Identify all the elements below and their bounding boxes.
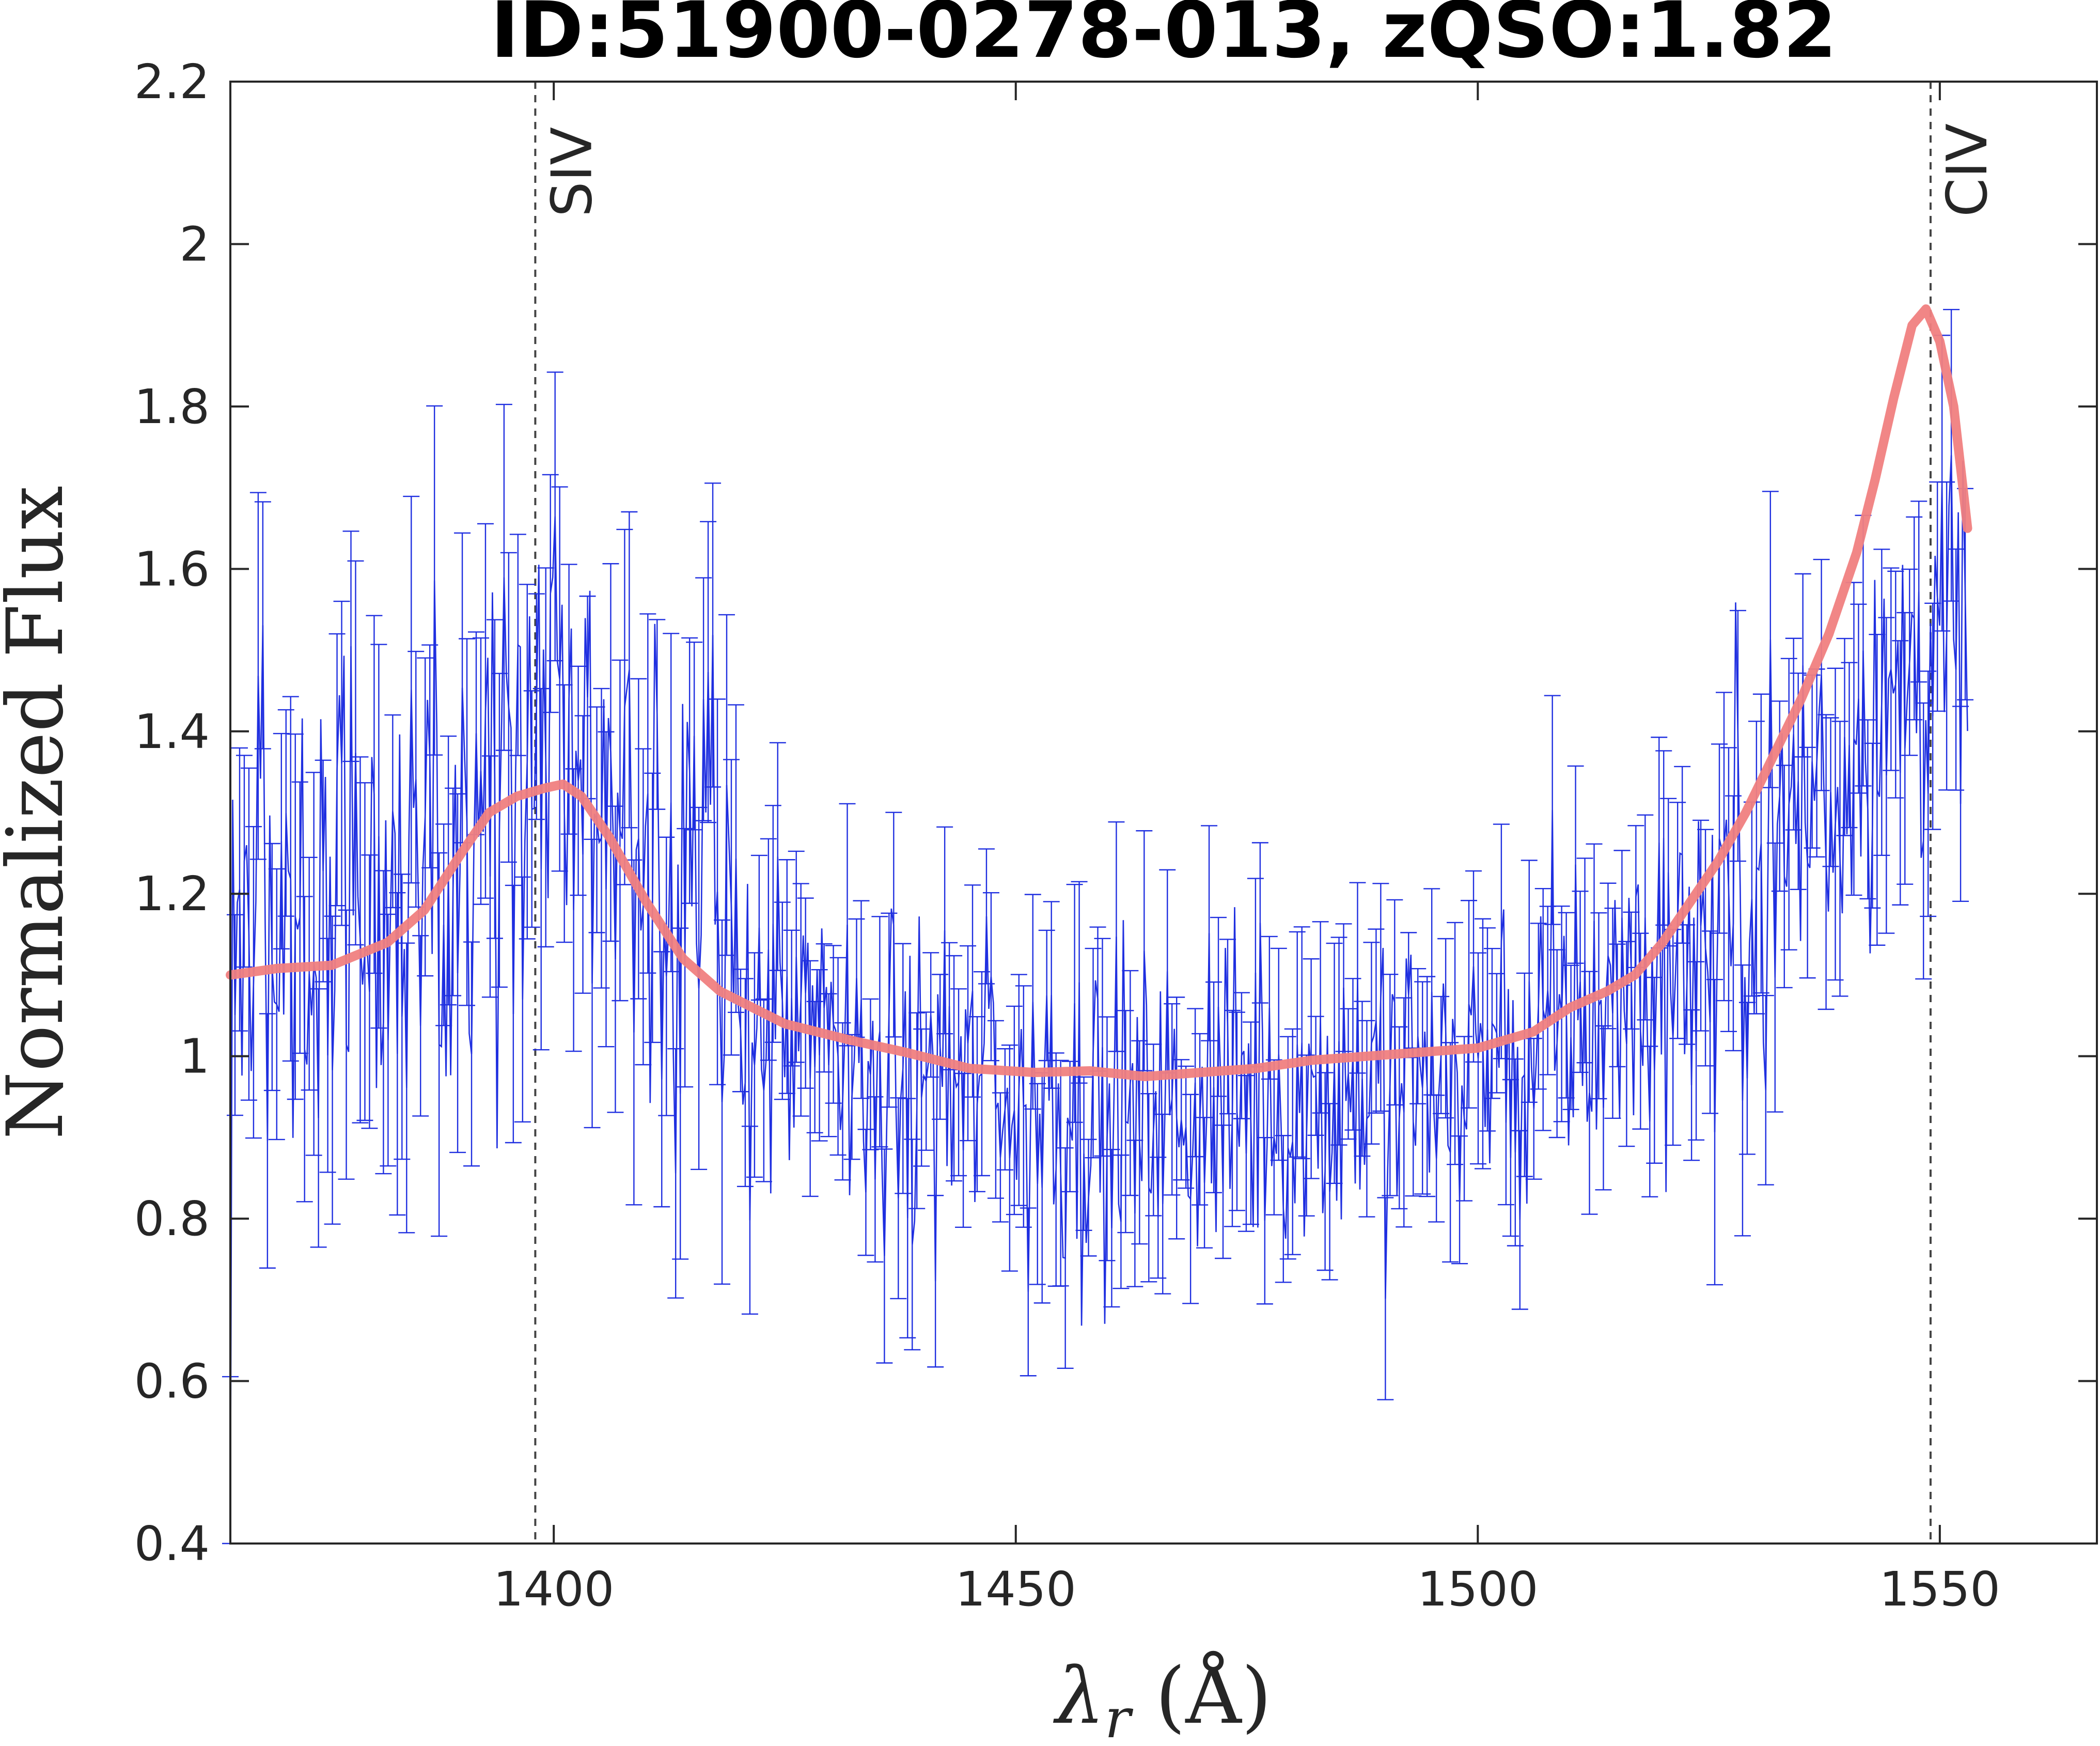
y-tick-label: 1.4 — [134, 704, 210, 759]
flux-series-line — [229, 455, 1968, 1527]
y-tick-label: 0.6 — [134, 1354, 210, 1409]
line-marker-labels: SIV CIV — [540, 123, 2000, 217]
axes-box — [229, 81, 2098, 1545]
y-tick-label: 2.2 — [134, 54, 210, 110]
y-tick-label: 1 — [179, 1029, 210, 1084]
axis-ticks — [230, 81, 2097, 1545]
x-tick-labels: 1400 1450 1500 1550 — [493, 1562, 2000, 1617]
y-tick-label: 1.8 — [134, 379, 210, 434]
x-tick-label: 1450 — [955, 1562, 1076, 1617]
y-tick-label: 0.8 — [134, 1191, 210, 1246]
x-tick-label: 1400 — [493, 1562, 614, 1617]
x-tick-label: 1550 — [1879, 1562, 2000, 1617]
model-fit-line — [226, 304, 1972, 1081]
x-axis-title: λr (Å) — [1053, 1650, 1272, 1746]
y-tick-label: 0.4 — [134, 1516, 210, 1571]
y-tick-label: 2 — [179, 216, 210, 272]
line-marker-label-siv: SIV — [540, 127, 604, 217]
line-marker-label-civ: CIV — [1935, 123, 2000, 217]
y-tick-labels: 0.4 0.6 0.8 1 1.2 1.4 1.6 1.8 2 2.2 — [134, 54, 210, 1571]
y-tick-label: 1.6 — [134, 541, 210, 597]
chart-title: ID:51900-0278-013, zQSO:1.82 — [491, 0, 1837, 75]
y-tick-label: 1.2 — [134, 866, 210, 922]
x-tick-label: 1500 — [1417, 1562, 1538, 1617]
y-axis-title: Normalized Flux — [0, 486, 81, 1140]
